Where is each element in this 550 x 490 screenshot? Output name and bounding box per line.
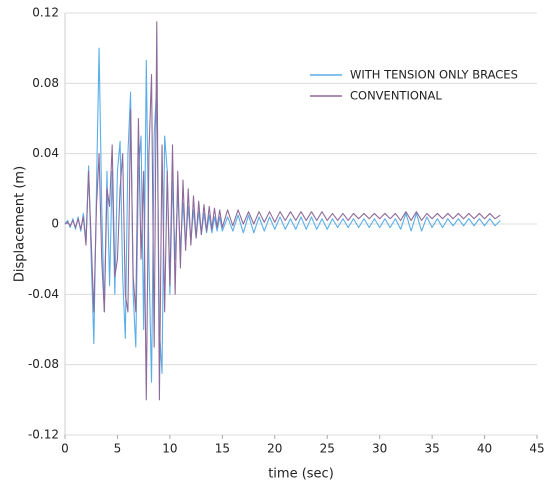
- x-tick-label: 5: [114, 442, 122, 456]
- x-axis-label: time (sec): [268, 467, 334, 482]
- y-tick-label: 0.12: [32, 6, 59, 20]
- x-tick-label: 10: [162, 442, 177, 456]
- x-tick-label: 20: [267, 442, 282, 456]
- x-tick-label: 35: [424, 442, 439, 456]
- x-tick-label: 45: [529, 442, 544, 456]
- legend-label: CONVENTIONAL: [350, 89, 442, 103]
- y-tick-label: 0.08: [32, 76, 59, 90]
- series-line: [64, 21, 501, 401]
- legend-label: WITH TENSION ONLY BRACES: [350, 68, 518, 82]
- y-tick-label: -0.12: [28, 428, 59, 442]
- x-tick-label: 0: [61, 442, 69, 456]
- y-tick-label: 0: [51, 217, 59, 231]
- x-tick-label: 15: [215, 442, 230, 456]
- y-axis-label: Displacement (m): [13, 166, 28, 282]
- y-tick-label: 0.04: [32, 146, 59, 160]
- x-tick-label: 30: [372, 442, 387, 456]
- y-tick-label: -0.08: [28, 357, 59, 371]
- x-tick-label: 25: [320, 442, 335, 456]
- y-tick-label: -0.04: [28, 287, 59, 301]
- x-tick-label: 40: [477, 442, 492, 456]
